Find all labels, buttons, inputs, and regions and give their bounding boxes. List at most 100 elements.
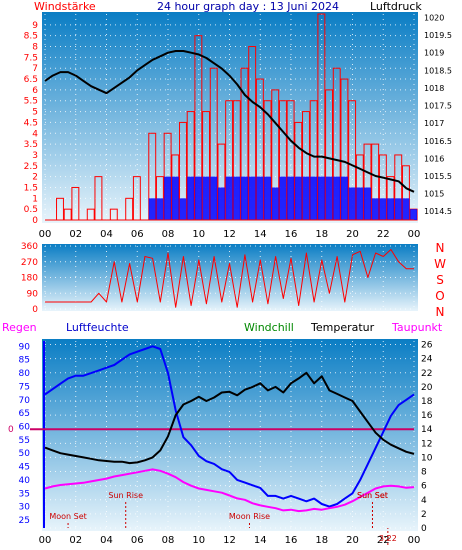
wind-panel-x-tick: 00 (39, 229, 52, 240)
temperature-y-tick: 0 (421, 524, 427, 534)
wind-panel-x-tick: 14 (254, 229, 267, 240)
direction-line (45, 249, 414, 308)
direction-label-o: O (435, 289, 444, 303)
wind-avg-bar (279, 176, 287, 220)
wind-y-tick: 0.5 (24, 205, 38, 215)
wind-avg-bar (410, 209, 418, 220)
wind-avg-bar (302, 176, 310, 220)
temperature-y-tick: 2 (421, 510, 427, 520)
direction-y-tick: 360 (21, 242, 38, 252)
wind-avg-bar (287, 176, 295, 220)
humidity-y-tick: 80 (19, 369, 31, 379)
chart-title: 24 hour graph day : 13 Juni 2024 (157, 0, 339, 13)
temperature-y-tick: 4 (421, 496, 427, 506)
annotation-label: Sun Set (357, 491, 388, 500)
wind-panel-x-tick: 22 (377, 229, 390, 240)
wind-y-tick: 2.5 (24, 162, 38, 172)
dewpoint-line (44, 468, 415, 513)
wind-y-tick: 3 (32, 151, 38, 161)
wind-avg-bar (379, 198, 387, 220)
temp-panel-x-tick: 20 (346, 535, 359, 546)
wind-y-tick: 1 (32, 194, 38, 204)
dewpoint-label: Taupunkt (391, 321, 443, 334)
humidity-y-tick: 35 (19, 489, 30, 499)
humidity-y-tick: 55 (19, 436, 30, 446)
wind-avg-bar (333, 176, 341, 220)
pressure-y-tick: 1016 (424, 154, 444, 163)
direction-y-tick: 270 (21, 258, 38, 268)
wind-y-tick: 5.5 (24, 97, 38, 107)
temp-panel-x-tick: 08 (162, 535, 175, 546)
wind-panel-x-tick: 12 (223, 229, 236, 240)
temperature-y-tick: 8 (421, 468, 427, 478)
pressure-y-tick: 1019.5 (424, 31, 452, 40)
wind-y-tick: 0 (32, 216, 38, 226)
windchill-label: Windchill (244, 321, 294, 334)
temperature-y-tick: 14 (421, 425, 433, 435)
wind-avg-bar (325, 176, 333, 220)
wind-avg-bar (217, 187, 225, 220)
wind-panel-x-tick: 06 (131, 229, 144, 240)
wind-y-tick: 3.5 (24, 140, 38, 150)
wind-avg-bar (294, 176, 302, 220)
wind-panel-x-tick: 18 (315, 229, 328, 240)
temperature-y-tick: 26 (421, 341, 433, 351)
humidity-y-tick: 50 (19, 449, 31, 459)
wind-avg-bar (271, 187, 279, 220)
temperature-y-tick: 22 (421, 369, 432, 379)
wind-avg-bar (187, 176, 195, 220)
wind-y-tick: 4 (32, 129, 38, 139)
temperature-y-tick: 16 (421, 411, 433, 421)
temp-panel-x-tick: 18 (315, 535, 328, 546)
pressure-y-tick: 1020 (424, 14, 444, 23)
temperature-y-tick: 24 (421, 355, 433, 365)
humidity-axis-title: Luftfeuchte (66, 321, 129, 334)
wind-avg-bar (364, 187, 371, 220)
wind-avg-bar (264, 176, 272, 220)
rain-axis-title: Regen (2, 321, 37, 334)
direction-y-tick: 90 (27, 289, 39, 299)
temp-panel-x-tick: 06 (131, 535, 144, 546)
pressure-y-tick: 1016.5 (424, 137, 452, 146)
direction-y-tick: 180 (21, 274, 38, 284)
temperature-y-tick: 6 (421, 482, 427, 492)
wind-avg-bar (317, 176, 325, 220)
humidity-y-tick: 40 (19, 476, 31, 486)
wind-panel-x-tick: 16 (285, 229, 298, 240)
humidity-y-tick: 70 (19, 396, 31, 406)
humidity-y-tick: 65 (19, 409, 30, 419)
pressure-axis-title: Luftdruck (370, 0, 422, 13)
humidity-y-tick: 90 (19, 342, 31, 352)
temp-panel-x-tick: 02 (69, 535, 82, 546)
pressure-y-tick: 1017.5 (424, 102, 452, 111)
temperature-y-tick: 10 (421, 453, 433, 463)
temp-panel-x-tick: 10 (192, 535, 205, 546)
wind-avg-bar (171, 176, 179, 220)
wind-avg-bar (148, 198, 156, 220)
humidity-y-tick: 30 (19, 503, 31, 513)
wind-avg-bar (348, 187, 356, 220)
annotation-label: Moon Rise (229, 512, 270, 521)
wind-avg-bar (340, 176, 348, 220)
wind-avg-bar (394, 198, 402, 220)
wind-y-tick: 5 (32, 108, 38, 118)
temperature-line (44, 371, 415, 465)
pressure-y-tick: 1014.5 (424, 207, 452, 216)
humidity-line (44, 345, 415, 508)
wind-avg-bar (156, 198, 164, 220)
humidity-y-tick: 25 (19, 516, 30, 526)
wind-avg-bar (248, 176, 256, 220)
wind-y-tick: 2 (32, 173, 38, 183)
wind-y-tick: 4.5 (24, 118, 38, 128)
pressure-y-tick: 1017 (424, 119, 444, 128)
pressure-y-tick: 1018.5 (424, 66, 452, 75)
wind-avg-bar (202, 176, 210, 220)
temperature-y-tick: 20 (421, 383, 433, 393)
direction-label-n2: N (436, 305, 445, 319)
humidity-y-tick: 45 (19, 463, 30, 473)
annotation-label: Sun Rise (108, 491, 143, 500)
wind-y-tick: 7.5 (24, 53, 38, 63)
humidity-y-tick: 60 (19, 422, 31, 432)
wind-axis-title: Windstärke (34, 0, 96, 13)
pressure-y-tick: 1015 (424, 190, 444, 199)
